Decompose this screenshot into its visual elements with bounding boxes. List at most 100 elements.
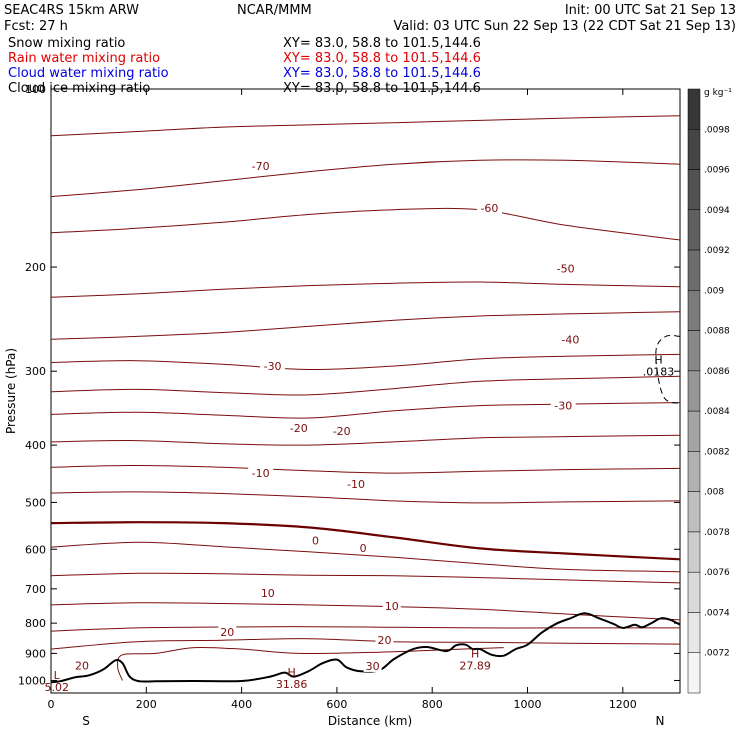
contour-label-bg [343, 477, 369, 490]
center-label: NCAR/MMM [237, 3, 312, 18]
forecast-hour: Fcst: 27 h [4, 19, 68, 34]
contour-label: -40 [561, 333, 579, 346]
contour-label-bg [218, 625, 237, 638]
colorbar-swatch [687, 290, 701, 331]
contour-label: 20 [220, 626, 234, 639]
isotherm-line [51, 602, 680, 621]
field-name-rain: Rain water mixing ratio [8, 51, 160, 66]
colorbar-swatch [687, 330, 701, 372]
field-xy-snow: XY= 83.0, 58.8 to 101.5,144.6 [283, 36, 481, 51]
colorbar-swatch [687, 571, 701, 613]
contour-label: -20 [290, 422, 308, 435]
contour-label-bg [329, 425, 355, 438]
contour-label-bg [248, 160, 274, 173]
isotherm-line [51, 402, 680, 419]
contour-label-bg [260, 360, 286, 373]
contour-label-bg [375, 634, 394, 647]
contour-label: 20 [75, 660, 89, 673]
contour-label: -30 [554, 400, 572, 413]
colorbar: .0098 .0096 .0094 .0092 .009 .0088 .0086 .0084.… [687, 88, 730, 694]
contour-label: -10 [347, 478, 365, 491]
init-time: Init: 00 UTC Sat 21 Sep 13 [565, 3, 736, 18]
colorbar-label: .0086 [704, 367, 730, 377]
colorbar-swatch [687, 129, 701, 170]
field-xy-rain: XY= 83.0, 58.8 to 101.5,144.6 [283, 51, 481, 66]
contour-label: -60 [480, 202, 498, 215]
contour-label: 0 [312, 535, 319, 548]
x-tick-label: 1200 [609, 698, 637, 711]
colorbar-swatch [687, 169, 701, 211]
contour-label: -20 [333, 425, 351, 438]
extremum-marker: L [54, 669, 61, 682]
y-tick-label: 400 [25, 439, 46, 452]
colorbar-label: .008 [704, 488, 724, 498]
colorbar-label: .0084 [704, 407, 730, 417]
contour-label-bg [382, 599, 401, 612]
start-end-label: S [82, 714, 90, 728]
y-tick-label-top: 100 [25, 83, 46, 96]
isotherm-line [51, 434, 680, 446]
y-tick-label: 700 [25, 583, 46, 596]
colorbar-swatch [687, 612, 701, 653]
isotherm-line [51, 207, 680, 241]
contour-label-bg [248, 467, 274, 480]
colorbar-swatch [687, 370, 701, 412]
isotherm-line [51, 281, 680, 298]
contour-label-bg [286, 421, 312, 434]
y-axis-label: Pressure (hPa) [4, 348, 18, 434]
valid-time: Valid: 03 UTC Sun 22 Sep 13 (22 CDT Sat … [393, 19, 736, 34]
y-tick-label: 600 [25, 543, 46, 556]
colorbar-swatch [687, 410, 701, 452]
colorbar-label: .0092 [704, 246, 730, 256]
colorbar-swatch [687, 88, 701, 130]
colorbar-label: .0096 [704, 166, 730, 176]
contour-label: 10 [261, 587, 275, 600]
isotherm-line [51, 311, 680, 340]
extremum-value: 31.86 [276, 678, 308, 691]
isotherm-line [51, 541, 680, 573]
contour-label-bg [258, 587, 277, 600]
y-tick-label: 300 [25, 365, 46, 378]
plot-frame [50, 88, 681, 694]
isotherm-line [51, 491, 680, 504]
field-name-snow: Snow mixing ratio [8, 36, 125, 51]
contour-label-bg [357, 541, 369, 554]
colorbar-label: .0094 [704, 206, 730, 216]
isotherm-line [51, 353, 680, 371]
isotherm-line [51, 115, 680, 137]
colorbar-label: .0078 [704, 528, 730, 538]
terrain-line [51, 612, 680, 684]
colorbar-label: .0088 [704, 327, 730, 337]
isotherm-line [51, 521, 680, 561]
isotherm-line [117, 646, 504, 681]
isotherm-line [51, 572, 680, 584]
field-name-cloud-water: Cloud water mixing ratio [8, 66, 169, 81]
colorbar-swatch [687, 249, 701, 291]
contour-label: -30 [264, 360, 282, 373]
isotherm-line [51, 159, 680, 198]
contour-label-bg [72, 659, 91, 672]
x-tick-label: 800 [422, 698, 443, 711]
extremum-marker: H [471, 648, 479, 661]
extremum-value: .0183 [643, 365, 675, 378]
y-tick-label: 900 [25, 647, 46, 660]
colorbar-swatch [687, 451, 701, 492]
isotherm-line [51, 464, 680, 474]
colorbar-label: .0072 [704, 649, 730, 659]
contour-label: -50 [557, 262, 575, 275]
cloud-ice-contour [655, 334, 680, 404]
isotherm-line [51, 626, 680, 632]
x-tick-label: 1000 [514, 698, 542, 711]
colorbar-swatch [687, 209, 701, 251]
contour-label: 0 [360, 542, 367, 555]
x-tick-label: 200 [136, 698, 157, 711]
y-tick-label: 1000 [18, 674, 46, 687]
contour-label: 10 [385, 600, 399, 613]
contour-label-bg [553, 262, 579, 275]
x-tick-label: 600 [326, 698, 347, 711]
colorbar-label: .0076 [704, 568, 730, 578]
contour-label: -70 [252, 160, 270, 173]
x-tick-label: 400 [231, 698, 252, 711]
contour-label: 20 [378, 634, 392, 647]
